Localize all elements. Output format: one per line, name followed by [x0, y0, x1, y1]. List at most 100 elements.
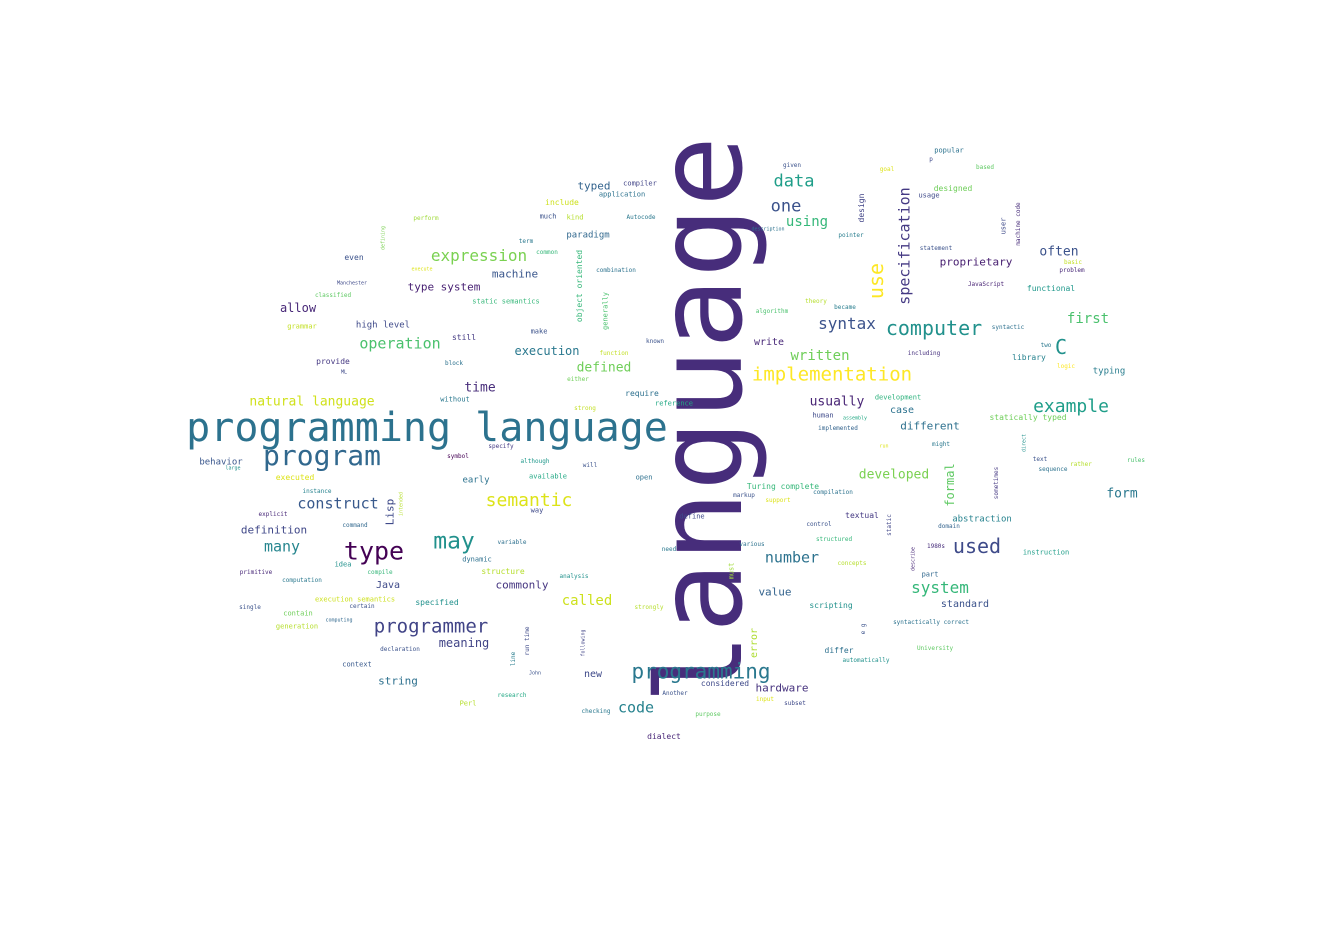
- word-statically-typed: statically typed: [989, 413, 1067, 422]
- word-support: support: [765, 497, 791, 504]
- word-syntactically-correct: syntactically correct: [893, 619, 969, 626]
- word-much: much: [539, 212, 557, 221]
- word-static: static: [886, 514, 893, 536]
- word-logic: logic: [1056, 363, 1076, 370]
- word-part: part: [921, 570, 939, 579]
- word-reference: reference: [655, 399, 693, 408]
- word-single: single: [239, 604, 261, 611]
- word-dynamic: dynamic: [462, 555, 492, 564]
- word-basic: basic: [1063, 259, 1083, 266]
- word-subset: subset: [784, 700, 806, 707]
- word-autocode: Autocode: [626, 214, 656, 221]
- word-specification: specification: [895, 187, 914, 305]
- word-machine: machine: [491, 267, 539, 281]
- word-input: input: [755, 696, 775, 703]
- word-execution: execution: [514, 344, 580, 358]
- word-structured: structured: [815, 536, 853, 543]
- word-generally: generally: [601, 292, 610, 330]
- word-computation: computation: [282, 577, 322, 584]
- word-algorithm: algorithm: [755, 308, 789, 315]
- word-term: term: [518, 238, 534, 245]
- word-new: new: [583, 669, 603, 680]
- word-given: given: [782, 162, 802, 169]
- word-available: available: [529, 472, 567, 481]
- word-commonly: commonly: [495, 578, 549, 592]
- word-form: form: [1106, 486, 1138, 502]
- word-typing: typing: [1092, 366, 1126, 377]
- word-idea: idea: [334, 560, 352, 569]
- word-allow: allow: [279, 301, 317, 315]
- word-provide: provide: [316, 357, 350, 366]
- word-run-time: run time: [524, 626, 531, 656]
- word-without: without: [440, 395, 470, 404]
- word-function: function: [599, 350, 629, 357]
- word-c: C: [1054, 335, 1068, 359]
- word-programmer: programmer: [373, 615, 489, 638]
- word-another: Another: [662, 690, 688, 697]
- word-lisp: Lisp: [383, 498, 397, 526]
- word-hardware: hardware: [755, 681, 809, 695]
- word-run: run: [879, 443, 889, 450]
- word-object-oriented: object oriented: [575, 249, 584, 323]
- word-many: many: [263, 537, 301, 556]
- word-written: written: [790, 348, 850, 364]
- word-checking: checking: [581, 708, 611, 715]
- word-various: various: [739, 541, 765, 548]
- word-meaning: meaning: [438, 636, 490, 650]
- word-large: large: [225, 465, 241, 472]
- word-usage: usage: [918, 191, 940, 200]
- word-type-system: type system: [407, 280, 481, 294]
- word-user: user: [999, 217, 1008, 235]
- word-proprietary: proprietary: [939, 255, 1013, 269]
- word-data: data: [773, 171, 815, 192]
- word-still: still: [451, 333, 477, 342]
- word-computing: computing: [325, 617, 353, 624]
- word-implemented: implemented: [818, 425, 858, 432]
- word-typed: typed: [577, 179, 611, 193]
- word-university: University: [916, 645, 954, 652]
- word-application: application: [598, 190, 646, 199]
- word-combination: combination: [596, 267, 636, 274]
- word-called: called: [561, 593, 613, 609]
- word-define: define: [679, 512, 705, 521]
- word-describe: describe: [910, 546, 917, 572]
- word-even: even: [344, 253, 364, 262]
- word-write: write: [753, 337, 785, 348]
- word-used: used: [952, 534, 1002, 558]
- word-definition: definition: [240, 523, 308, 537]
- word-statement: statement: [919, 245, 953, 252]
- word-early: early: [462, 475, 490, 486]
- word-instruction: instruction: [1022, 548, 1070, 557]
- word-textual: textual: [845, 511, 879, 520]
- word-operation: operation: [359, 334, 441, 353]
- word-context: context: [342, 660, 372, 669]
- word-popular: popular: [934, 146, 964, 155]
- word-using: using: [785, 214, 829, 230]
- word-perform: perform: [413, 215, 439, 222]
- word-programming: programming: [631, 659, 771, 684]
- word-compile: compile: [367, 569, 393, 576]
- word-programming-language: programming language: [186, 405, 668, 451]
- word-time: time: [464, 380, 496, 396]
- word-syntactic: syntactic: [991, 324, 1025, 331]
- word-error: error: [749, 627, 760, 659]
- word-declaration: declaration: [380, 646, 420, 653]
- word-goal: goal: [879, 166, 895, 173]
- word-although: although: [520, 458, 550, 465]
- word-direct: direct: [1021, 433, 1028, 453]
- word-number: number: [764, 548, 820, 567]
- word-common: common: [536, 249, 558, 256]
- word-need: need: [661, 546, 677, 553]
- word-rules: rules: [1126, 457, 1146, 464]
- word-execute: execute: [411, 266, 433, 273]
- word-may: may: [433, 528, 475, 555]
- word-type: type: [343, 536, 405, 566]
- word-based: based: [975, 164, 995, 171]
- word-program: program: [262, 439, 382, 472]
- word-analysis: analysis: [559, 573, 589, 580]
- word-dialect: dialect: [647, 732, 681, 741]
- word-turing-complete: Turing complete: [746, 482, 820, 491]
- word-functional: functional: [1026, 284, 1076, 293]
- word-first: first: [1066, 311, 1110, 327]
- word-explicit: explicit: [258, 511, 288, 518]
